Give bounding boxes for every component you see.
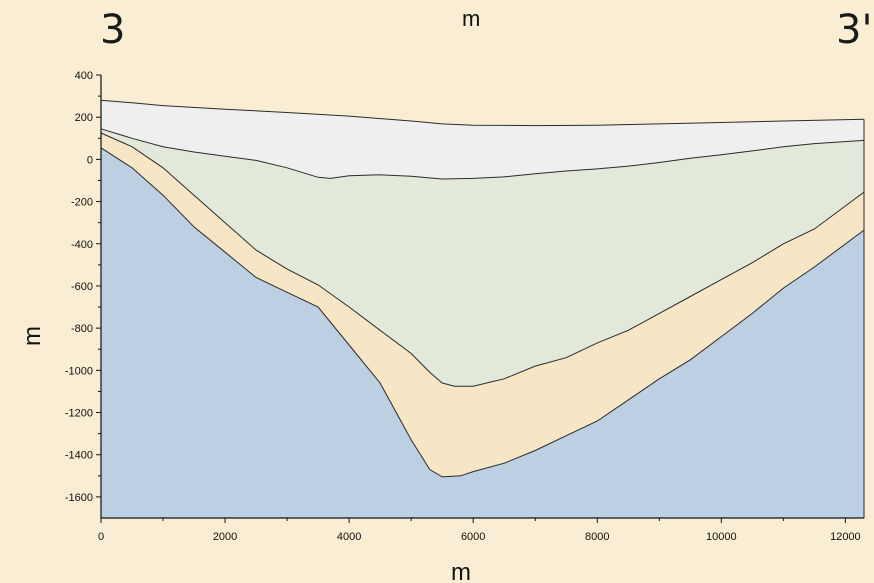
section-end-label: 3'	[836, 7, 873, 53]
y-tick-label: -200	[71, 197, 93, 209]
axes	[100, 75, 864, 519]
x-tick-label: 4000	[337, 531, 361, 543]
x-tick-label: 8000	[585, 531, 609, 543]
layer-boundary-1	[100, 99, 865, 127]
x-tick-label: 10000	[706, 531, 737, 543]
y-tick-label: -400	[71, 239, 93, 251]
y-axis-title: m	[19, 326, 46, 346]
layer-areas	[100, 99, 865, 519]
x-tick-label: 12000	[830, 531, 861, 543]
y-tick-label: -800	[71, 323, 93, 335]
layer-boundary-3	[100, 132, 865, 387]
layer-area-4	[101, 147, 864, 519]
x-tick-label: 0	[98, 531, 104, 543]
x-tick-label: 6000	[461, 531, 485, 543]
y-tick-label: 200	[75, 112, 93, 124]
top-unit-label: m	[462, 6, 481, 31]
y-tick-label: -1600	[65, 492, 93, 504]
ticks: 4002000-200-400-600-800-1000-1200-1400-1…	[65, 70, 861, 543]
y-tick-label: -1400	[65, 450, 93, 462]
y-tick-label: -1000	[65, 365, 93, 377]
y-tick-label: -1200	[65, 408, 93, 420]
layer-boundary-2	[100, 128, 865, 180]
layer-boundary-4	[100, 147, 865, 478]
x-tick-label: 2000	[213, 531, 237, 543]
y-tick-label: 0	[87, 154, 93, 166]
y-tick-label: 400	[75, 70, 93, 82]
x-axis-title: m	[451, 559, 471, 583]
y-tick-label: -600	[71, 281, 93, 293]
section-start-label: 3	[100, 7, 126, 53]
